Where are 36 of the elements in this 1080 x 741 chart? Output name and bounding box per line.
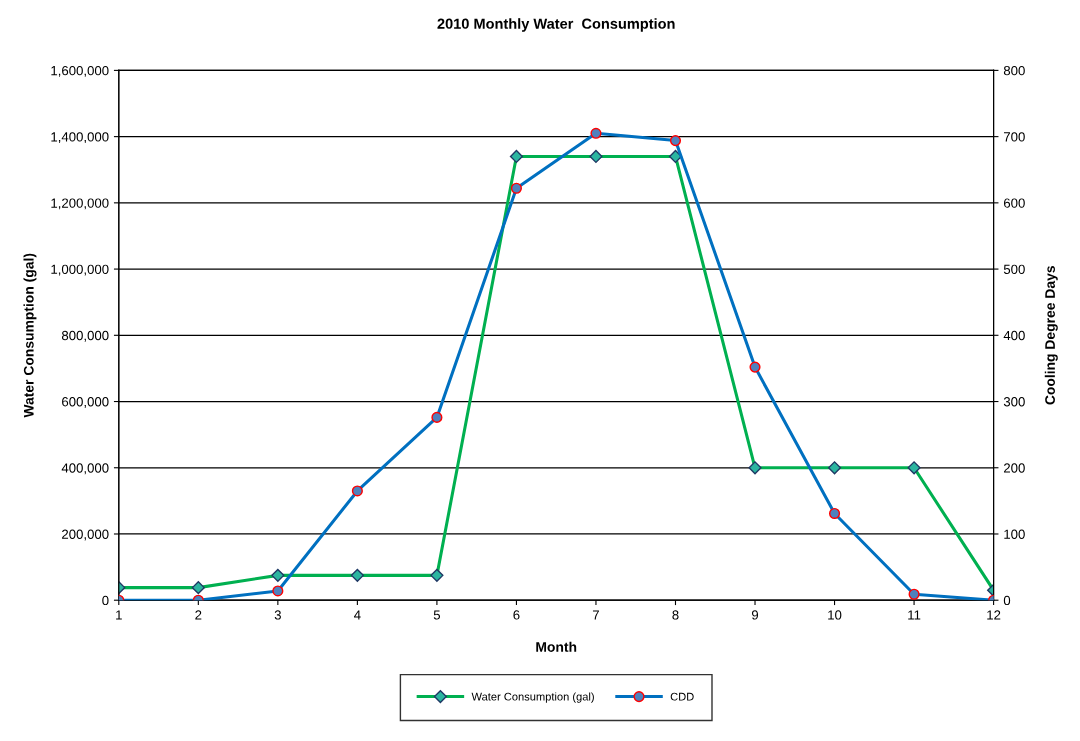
y-tick-label: 200,000 (62, 529, 109, 541)
legend-label: Water Consumption (gal) (471, 692, 594, 703)
y-tick-label: 1,000,000 (51, 264, 109, 276)
y2-tick-label: 600 (1003, 198, 1025, 208)
x-tick-label: 2 (195, 610, 202, 620)
y2-axis-title: Cooling Degree Days (1044, 266, 1058, 405)
y2-tick-label: 700 (1004, 132, 1025, 142)
x-tick-label: 12 (987, 610, 1001, 620)
y-tick-label: 1,400,000 (51, 132, 109, 144)
y2-tick-label: 400 (1003, 330, 1025, 341)
y-tick-label: 0 (102, 595, 109, 606)
y-tick-label: 400,000 (61, 463, 109, 475)
y-tick-label: 800,000 (61, 330, 109, 342)
x-tick-label: 10 (828, 610, 842, 620)
chart-title: 2010 Monthly Water Consumption (437, 18, 675, 32)
y2-tick-label: 800 (1003, 65, 1025, 76)
x-axis-title: Month (536, 641, 577, 652)
y-tick-label: 1,200,000 (51, 198, 109, 210)
y2-tick-label: 0 (1003, 595, 1011, 606)
y-axis-title: Water Consumption (gal) (23, 253, 37, 418)
y2-tick-label: 200 (1003, 463, 1025, 473)
y2-tick-label: 500 (1003, 264, 1025, 274)
y2-tick-label: 300 (1003, 397, 1025, 407)
x-tick-label: 3 (274, 610, 281, 620)
x-tick-label: 4 (354, 610, 361, 620)
x-tick-label: 1 (116, 610, 122, 620)
legend-label: CDD (670, 692, 694, 701)
x-tick-label: 11 (908, 610, 921, 620)
x-tick-label: 8 (672, 610, 679, 620)
x-tick-label: 7 (592, 610, 599, 620)
y-tick-label: 600,000 (62, 397, 109, 408)
x-tick-label: 5 (433, 610, 441, 620)
x-tick-label: 6 (513, 610, 520, 620)
x-tick-label: 9 (751, 610, 759, 620)
y2-tick-label: 100 (1004, 529, 1025, 539)
y-tick-label: 1,600,000 (51, 65, 109, 77)
